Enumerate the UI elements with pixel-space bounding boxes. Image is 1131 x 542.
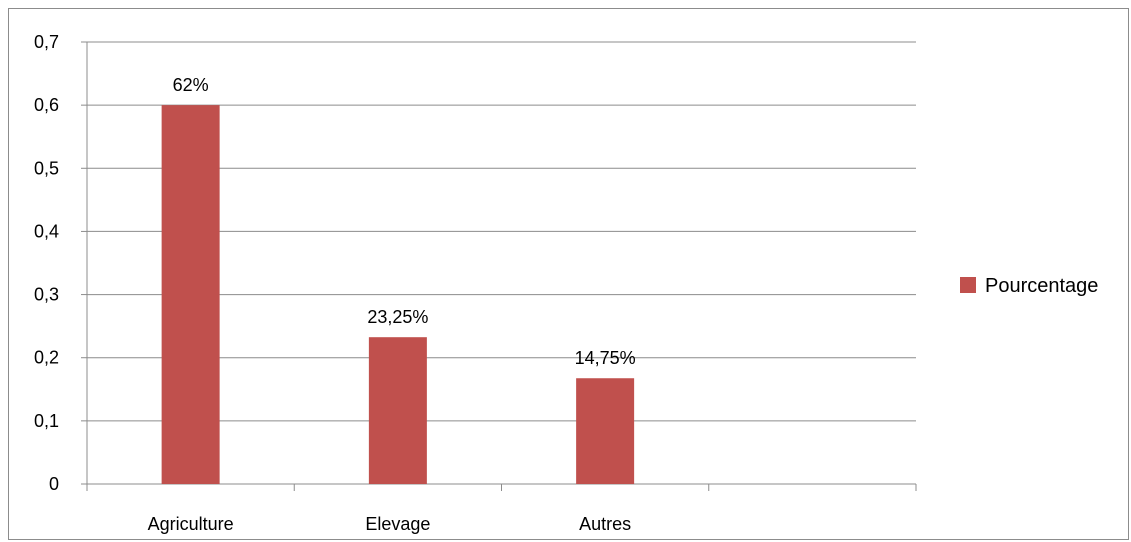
y-tick-label: 0,5 [34, 158, 59, 178]
x-tick-label: Autres [579, 514, 631, 534]
legend-label: Pourcentage [985, 275, 1098, 297]
bar [576, 378, 635, 484]
legend-swatch [960, 277, 976, 293]
data-label: 62% [173, 75, 209, 95]
x-tick-label: Agriculture [148, 514, 234, 534]
data-label: 23,25% [367, 307, 428, 327]
y-tick-label: 0,4 [34, 221, 59, 241]
x-axis-tick-labels: Agriculture Elevage Autres [148, 514, 632, 534]
x-tick-label: Elevage [365, 514, 430, 534]
y-tick-label: 0 [49, 474, 59, 494]
bar [161, 105, 220, 485]
bar [368, 337, 427, 484]
bars [161, 105, 635, 485]
y-tick-label: 0,1 [34, 411, 59, 431]
data-labels: 62% 23,25% 14,75% [173, 75, 636, 368]
data-label: 14,75% [575, 348, 636, 368]
y-tick-label: 0,6 [34, 95, 59, 115]
y-axis-tick-labels: 0 0,1 0,2 0,3 0,4 0,5 0,6 0,7 [34, 32, 59, 494]
gridlines [87, 41, 916, 422]
y-tick-label: 0,2 [34, 348, 59, 368]
axes [81, 41, 917, 491]
y-tick-label: 0,7 [34, 32, 59, 52]
y-tick-label: 0,3 [34, 285, 59, 305]
legend: Pourcentage [960, 275, 1098, 297]
